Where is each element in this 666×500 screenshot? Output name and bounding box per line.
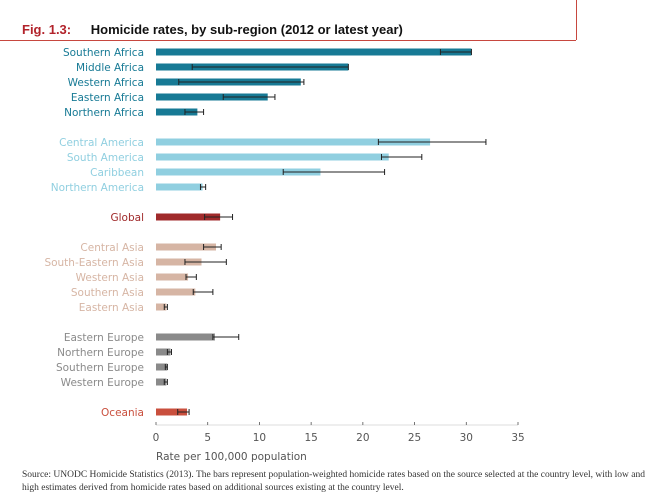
category-label-western-europe: Western Europe: [61, 377, 144, 389]
header-vertical-rule: [576, 0, 577, 40]
category-label-caribbean: Caribbean: [90, 167, 144, 179]
category-label-south-eastern-asia: South-Eastern Asia: [44, 257, 144, 269]
bar-western-europe: [156, 378, 167, 386]
bar-south-america: [156, 153, 389, 161]
bar-northern-america: [156, 183, 203, 191]
category-label-southern-asia: Southern Asia: [71, 287, 144, 299]
x-tick-label-10: 10: [253, 432, 266, 444]
category-label-south-america: South America: [67, 152, 144, 164]
bar-eastern-asia: [156, 303, 167, 311]
x-tick-label-35: 35: [511, 432, 524, 444]
x-tick-label-25: 25: [408, 432, 421, 444]
homicide-rate-chart: Southern Africa Middle Africa Western Afri…: [44, 47, 524, 463]
bar-western-asia: [156, 273, 189, 281]
bar-global: [156, 213, 221, 221]
category-label-eastern-africa: Eastern Africa: [71, 92, 144, 104]
category-label-northern-europe: Northern Europe: [57, 347, 144, 359]
category-label-oceania: Oceania: [101, 407, 144, 419]
category-label-eastern-europe: Eastern Europe: [64, 332, 144, 344]
x-tick-label-0: 0: [153, 432, 160, 444]
x-axis-title: Rate per 100,000 population: [156, 451, 307, 463]
category-label-northern-africa: Northern Africa: [64, 107, 144, 119]
bar-southern-europe: [156, 363, 168, 371]
category-label-western-asia: Western Asia: [76, 272, 144, 284]
x-tick-label-20: 20: [356, 432, 369, 444]
figure-title: Homicide rates, by sub-region (2012 or l…: [90, 22, 403, 37]
bar-northern-europe: [156, 348, 171, 356]
category-label-southern-africa: Southern Africa: [63, 47, 144, 59]
figure-number: Fig. 1.3:: [22, 22, 72, 37]
category-label-central-asia: Central Asia: [80, 242, 144, 254]
category-label-northern-america: Northern America: [51, 182, 144, 194]
source-note: Source: UNODC Homicide Statistics (2013)…: [22, 470, 645, 493]
bar-northern-africa: [156, 108, 198, 116]
x-tick-label-15: 15: [304, 432, 317, 444]
category-label-middle-africa: Middle Africa: [76, 62, 144, 74]
category-label-southern-europe: Southern Europe: [56, 362, 144, 374]
bar-eastern-europe: [156, 333, 215, 341]
figure-header: Fig. 1.3: Homicide rates, by sub-region …: [0, 0, 666, 46]
bar-south-eastern-asia: [156, 258, 202, 266]
bar-southern-asia: [156, 288, 196, 296]
header-rule: [0, 40, 576, 41]
figure-title-row: Fig. 1.3: Homicide rates, by sub-region …: [22, 22, 403, 37]
x-tick-label-5: 5: [204, 432, 211, 444]
bar-central-asia: [156, 243, 216, 251]
category-label-global: Global: [111, 212, 145, 224]
bar-central-america: [156, 138, 431, 146]
bar-oceania: [156, 408, 188, 416]
x-tick-label-30: 30: [460, 432, 473, 444]
bar-southern-africa: [156, 48, 472, 56]
bar-eastern-africa: [156, 93, 268, 101]
bar-caribbean: [156, 168, 321, 176]
category-label-eastern-asia: Eastern Asia: [79, 302, 144, 314]
category-label-central-america: Central America: [59, 137, 144, 149]
category-label-western-africa: Western Africa: [68, 77, 144, 89]
